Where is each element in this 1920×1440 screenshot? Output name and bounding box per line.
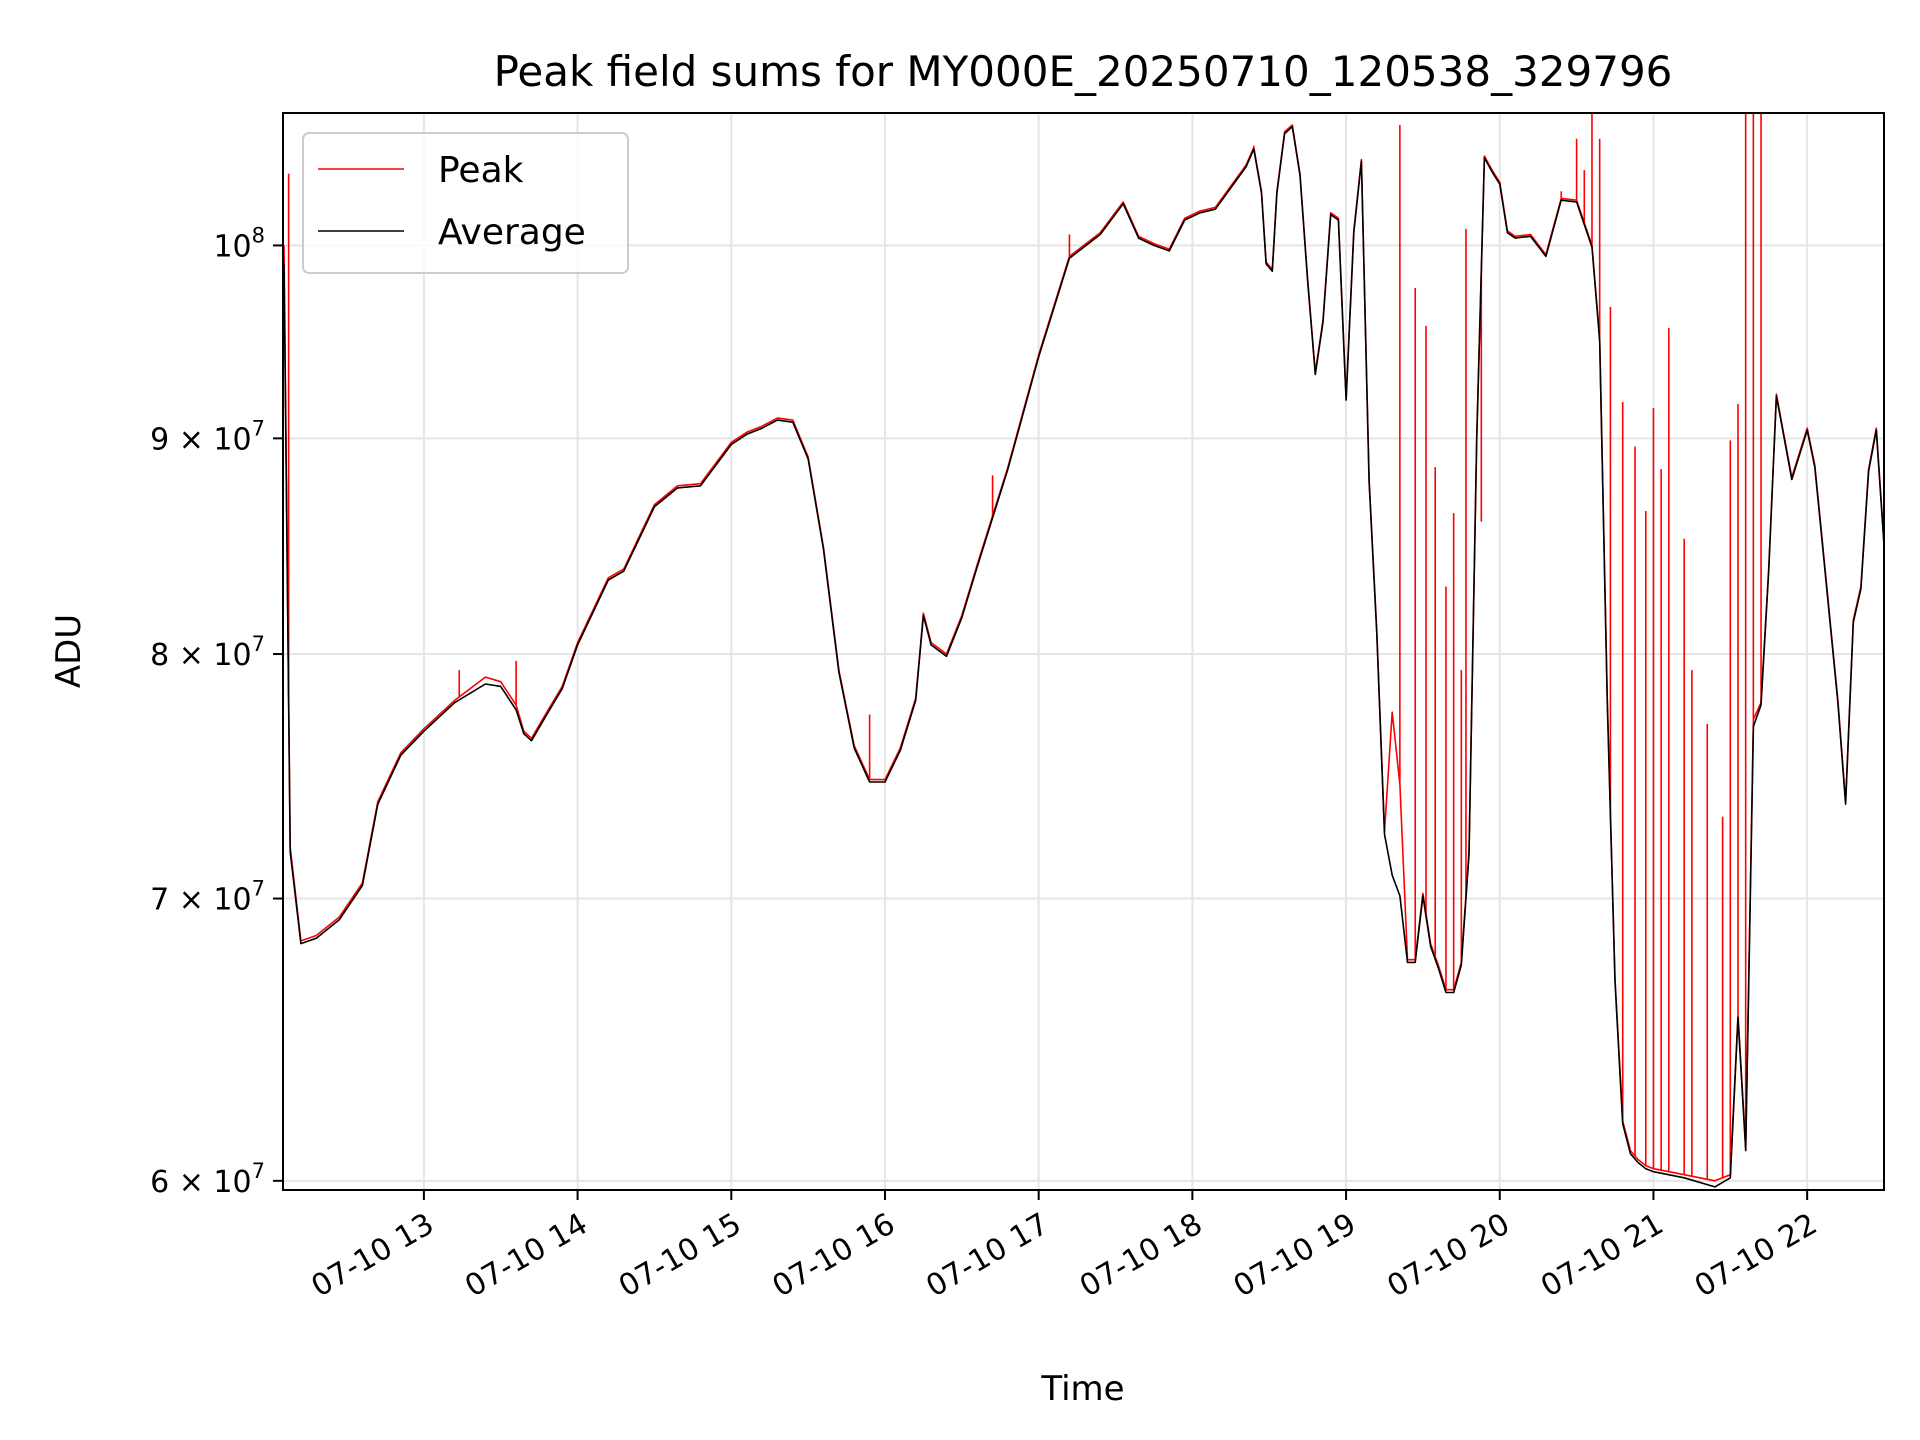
series-line-average — [283, 125, 1884, 1188]
legend-label-average: Average — [438, 212, 586, 253]
chart-title: Peak field sums for MY000E_20250710_1205… — [494, 47, 1673, 96]
plot-frame — [282, 112, 1885, 1191]
legend: Peak Average — [302, 132, 629, 274]
y-tick-label: 6 × 107 — [150, 1159, 265, 1200]
y-tick-label: 108 — [213, 223, 265, 264]
y-tick-label: 7 × 107 — [150, 877, 265, 918]
y-axis-title: ADU — [49, 614, 89, 688]
y-tick-label: 9 × 107 — [150, 416, 265, 457]
legend-box — [302, 132, 629, 274]
legend-label-peak: Peak — [438, 150, 524, 191]
x-axis-title: Time — [1040, 1369, 1124, 1409]
y-tick-label: 8 × 107 — [150, 632, 265, 673]
plot-lines — [283, 113, 1884, 1188]
y-axis-ticks: 6 × 107 7 × 107 8 × 107 9 × 107 108 — [150, 223, 283, 1200]
